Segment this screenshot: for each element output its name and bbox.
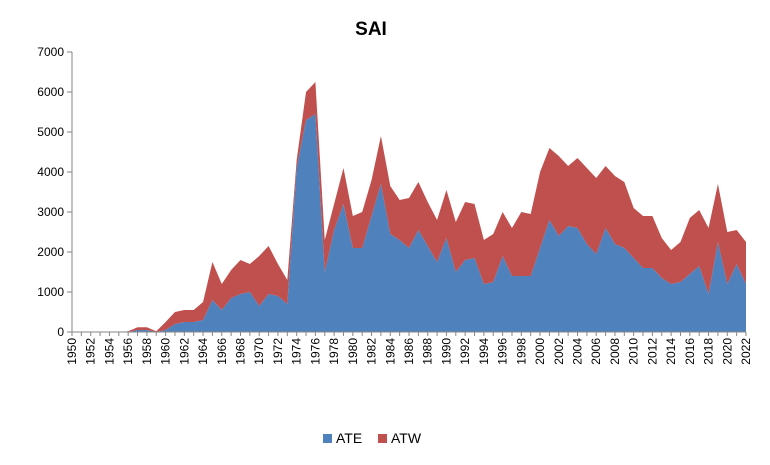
x-tick-label: 1954 [102,338,116,365]
x-tick-label: 2008 [608,338,622,365]
x-tick-label: 1982 [365,338,379,365]
legend: ATE ATW [323,430,422,446]
x-tick-label: 2004 [571,338,585,365]
x-tick-label: 1986 [402,338,416,365]
y-tick-label: 3000 [37,205,64,219]
x-tick-label: 1994 [477,338,491,365]
x-tick-label: 1998 [514,338,528,365]
x-tick-label: 1990 [439,338,453,365]
x-tick-label: 1974 [290,338,304,365]
x-tick-label: 1958 [140,338,154,365]
legend-label-atw: ATW [391,430,422,446]
x-tick-label: 1976 [308,338,322,365]
x-tick-label: 1968 [234,338,248,365]
x-tick-label: 2014 [664,338,678,365]
x-tick-label: 1962 [177,338,191,365]
x-tick-label: 2000 [533,338,547,365]
x-tick-label: 1978 [327,338,341,365]
y-tick-label: 1000 [37,285,64,299]
y-tick-label: 6000 [37,85,64,99]
legend-swatch-atw [378,434,387,443]
chart-title: SAI [355,19,387,40]
x-tick-label: 1988 [421,338,435,365]
series-area-ate [72,114,746,332]
y-tick-label: 5000 [37,125,64,139]
x-tick-label: 1966 [215,338,229,365]
y-tick-label: 2000 [37,245,64,259]
x-tick-label: 1984 [383,338,397,365]
x-tick-label: 1960 [159,338,173,365]
y-axis: 0 1000 2000 3000 4000 5000 6000 7000 [37,45,73,339]
x-tick-label: 1952 [84,338,98,365]
x-tick-label: 2006 [589,338,603,365]
legend-swatch-ate [323,434,332,443]
x-tick-label: 2018 [702,338,716,365]
x-tick-label: 2016 [683,338,697,365]
y-tick-label: 4000 [37,165,64,179]
y-tick-label: 0 [57,325,64,339]
x-tick-label: 1992 [458,338,472,365]
x-tick-label: 2022 [739,338,753,365]
x-tick-label: 2002 [552,338,566,365]
plot-area [72,82,746,332]
x-tick-label: 2010 [627,338,641,365]
series-area-atw [72,82,746,332]
x-axis: 1950 1952 1954 1956 1958 1960 1962 1964 1966 1968… [65,331,753,365]
x-tick-label: 1970 [252,338,266,365]
x-tick-label: 2012 [645,338,659,365]
x-tick-label: 1980 [346,338,360,365]
x-tick-label: 1996 [496,338,510,365]
legend-label-ate: ATE [336,430,362,446]
x-tick-label: 1972 [271,338,285,365]
x-tick-label: 1964 [196,338,210,365]
y-tick-label: 7000 [37,45,64,59]
x-tick-label: 1950 [65,338,79,365]
x-tick-label: 1956 [121,338,135,365]
x-tick-label: 2020 [720,338,734,365]
